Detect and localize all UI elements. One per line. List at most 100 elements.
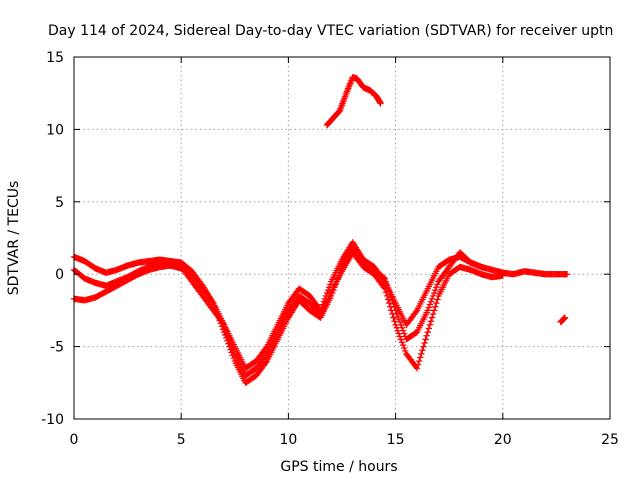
data-point (390, 314, 397, 321)
data-point (422, 336, 429, 343)
data-point (427, 298, 435, 305)
data-point (331, 284, 338, 291)
y-tick-label: -5 (50, 340, 64, 356)
x-tick-label: 15 (387, 432, 405, 448)
data-point (262, 352, 270, 359)
data-point (215, 314, 222, 321)
data-point (382, 289, 390, 296)
data-point (433, 284, 440, 291)
data-point (210, 299, 217, 307)
data-point (228, 349, 235, 356)
data-point (221, 331, 229, 339)
x-tick-label: 25 (601, 432, 619, 448)
data-point (336, 269, 344, 276)
data-point (428, 295, 436, 303)
data-point (381, 275, 389, 282)
data-point (214, 311, 221, 318)
data-point (395, 330, 403, 337)
x-axis-label: GPS time / hours (280, 459, 397, 475)
data-point (224, 337, 231, 345)
data-point (337, 266, 345, 274)
data-point (415, 357, 423, 365)
data-point (380, 274, 388, 281)
data-point (394, 327, 401, 334)
data-point (426, 321, 434, 329)
data-point (399, 327, 407, 334)
data-point (392, 321, 399, 329)
chart-title: Day 114 of 2024, Sidereal Day-to-day VTE… (48, 23, 613, 39)
data-point (388, 294, 395, 301)
data-point (384, 284, 392, 292)
data-point (262, 344, 270, 352)
y-tick-label: 0 (55, 267, 64, 283)
data-point (419, 347, 426, 354)
data-point (563, 271, 571, 278)
data-point (430, 289, 438, 297)
data-point (217, 320, 225, 327)
data-point (394, 312, 401, 320)
data-point (330, 286, 337, 294)
data-point (402, 347, 409, 355)
series-track-d (323, 74, 384, 129)
data-point (391, 304, 398, 311)
data-point (212, 305, 219, 313)
data-point (329, 289, 336, 297)
data-point (382, 278, 390, 285)
data-point (430, 307, 438, 314)
data-point (393, 324, 400, 331)
y-tick-label: 10 (46, 122, 64, 138)
data-point (421, 339, 428, 347)
data-point (433, 299, 440, 307)
data-point (383, 281, 391, 289)
data-point (414, 361, 422, 368)
data-point (396, 318, 404, 326)
data-point (213, 308, 220, 316)
data-point (432, 286, 439, 294)
data-point (385, 299, 393, 307)
data-point (333, 278, 340, 285)
data-point (420, 343, 427, 350)
data-point (428, 314, 436, 321)
data-point (426, 301, 434, 308)
y-axis-label: SDTVAR / TECUs (6, 181, 22, 296)
data-point (427, 318, 435, 325)
data-point (424, 328, 431, 336)
data-point (429, 292, 437, 300)
data-point (561, 314, 569, 321)
x-tick-label: 5 (177, 432, 186, 448)
data-point (389, 297, 396, 305)
data-point (399, 341, 407, 349)
data-point (377, 100, 384, 107)
data-point (380, 284, 388, 291)
y-tick-label: -10 (41, 412, 64, 428)
data-point (229, 352, 236, 359)
data-point (216, 317, 223, 324)
y-tick-label: 5 (55, 195, 64, 211)
data-point (211, 302, 218, 310)
data-point (418, 350, 425, 358)
data-point (218, 323, 226, 330)
data-point (412, 308, 420, 316)
data-point (434, 296, 441, 303)
data-point (413, 365, 421, 372)
data-point (400, 344, 408, 352)
data-point (262, 359, 270, 366)
x-tick-label: 0 (70, 432, 79, 448)
data-point (397, 336, 405, 343)
data-point (398, 324, 406, 331)
data-point (226, 343, 233, 350)
data-point (478, 263, 485, 271)
data-point (396, 333, 404, 340)
data-point (230, 354, 237, 362)
data-point (223, 334, 230, 342)
data-point (499, 272, 506, 279)
x-tick-label: 20 (494, 432, 512, 448)
data-point (434, 281, 441, 288)
plot-frame (73, 56, 611, 420)
data-point (397, 321, 405, 329)
data-point (334, 275, 341, 282)
y-tick-label: 15 (46, 50, 64, 66)
data-point (219, 326, 227, 333)
data-point (328, 292, 335, 300)
data-marks (70, 74, 571, 386)
